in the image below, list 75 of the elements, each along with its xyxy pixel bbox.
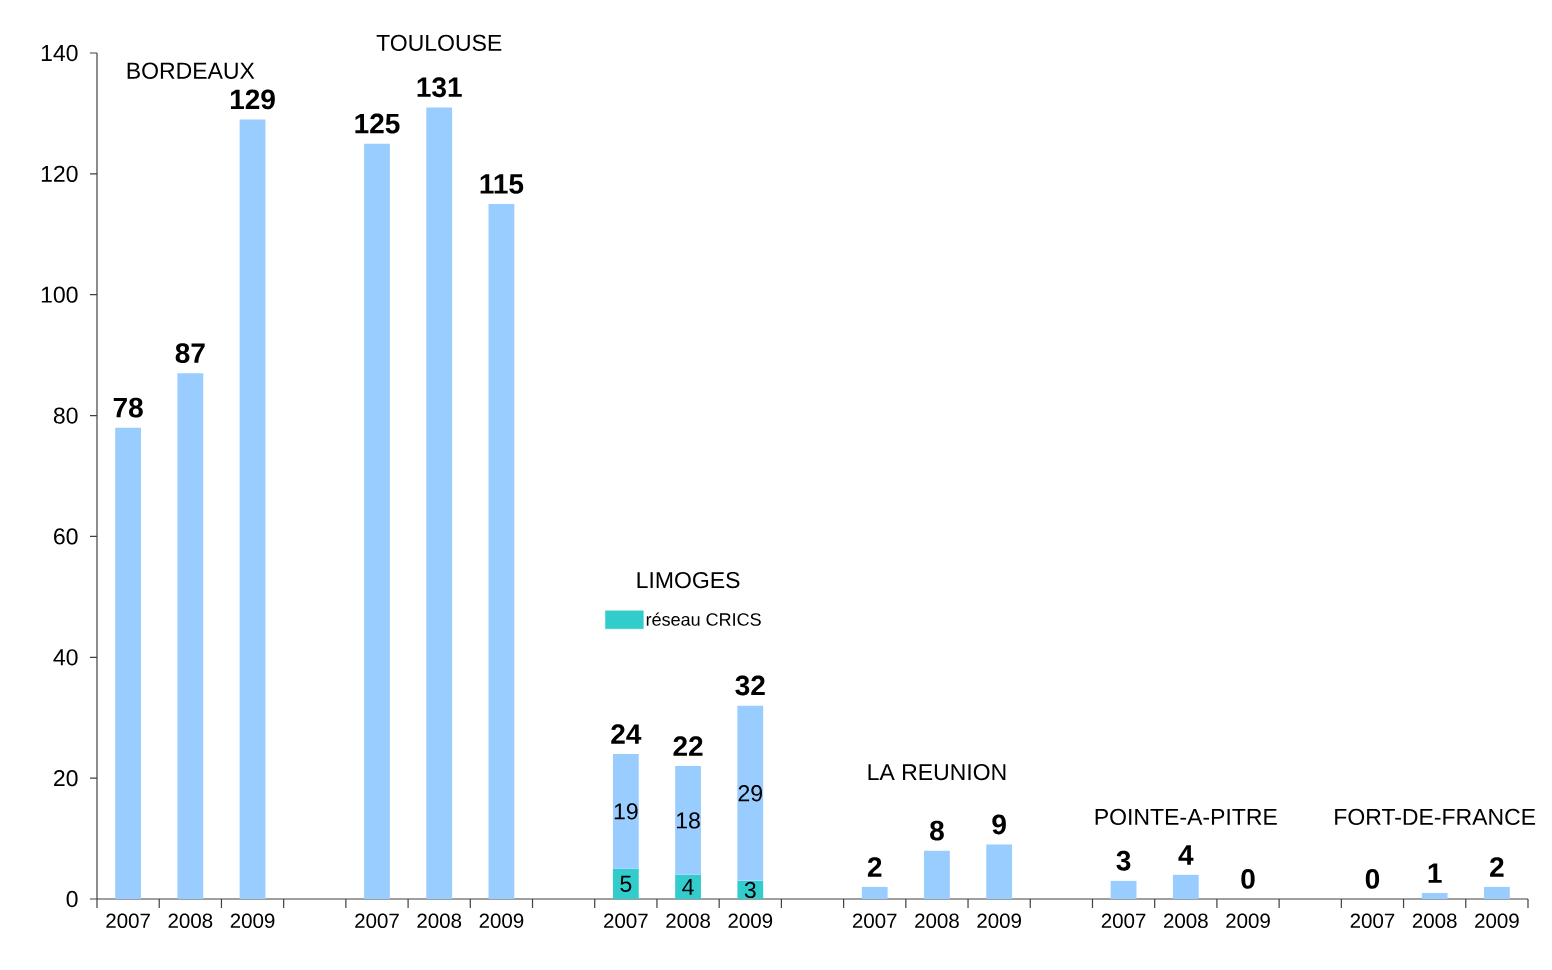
x-tick-label: 2007 xyxy=(604,913,648,929)
y-tick-label: 60 xyxy=(54,528,78,545)
legend-label: réseau CRICS xyxy=(646,612,761,626)
bar xyxy=(861,886,888,899)
text: TOULOUSE xyxy=(376,34,502,51)
bar xyxy=(986,844,1013,899)
x-tick-label: 2009 xyxy=(1475,913,1519,929)
total-label: 2 xyxy=(1490,857,1504,877)
bar xyxy=(115,427,142,899)
x-tick-label: 2009 xyxy=(479,913,524,929)
y-tick-label: 140 xyxy=(41,44,78,62)
bar xyxy=(737,705,764,881)
annotation: FORT-DE-FRANCE xyxy=(1335,808,1536,826)
bar xyxy=(1421,892,1448,899)
bar xyxy=(364,143,390,899)
total-label: 4 xyxy=(1178,845,1194,865)
y-tick-label: 80 xyxy=(53,407,78,424)
total-label: 3 xyxy=(1116,850,1131,871)
annotation: LA REUNION xyxy=(868,763,1006,781)
bar xyxy=(1483,886,1510,899)
x-tick-label: 2007 xyxy=(852,913,897,929)
bar xyxy=(426,107,453,899)
bar xyxy=(1172,874,1199,899)
data-label: 18 xyxy=(677,812,700,829)
bar xyxy=(488,204,515,899)
bar xyxy=(177,373,204,899)
annotation: POINTE-A-PITRE xyxy=(1095,808,1277,826)
total-label: 22 xyxy=(673,736,703,756)
bar xyxy=(612,868,639,899)
total-label: 0 xyxy=(1241,868,1255,889)
x-tick-label: 2008 xyxy=(666,913,710,929)
x-tick-label: 2008 xyxy=(168,913,213,929)
data-label: 3 xyxy=(744,881,756,899)
x-tick-label: 2007 xyxy=(355,913,399,929)
data-label: 19 xyxy=(614,803,638,820)
x-tick-label: 2008 xyxy=(1164,913,1208,929)
bar xyxy=(239,119,266,899)
y-tick-label: 120 xyxy=(41,165,78,182)
y-tick-label: 40 xyxy=(53,649,78,666)
x-tick-label: 2009 xyxy=(230,913,275,929)
total-label: 115 xyxy=(480,174,524,194)
x-tick-label: 2007 xyxy=(1350,913,1395,929)
total-label: 2 xyxy=(867,857,882,877)
x-tick-label: 2008 xyxy=(915,913,959,929)
x-tick-label: 2008 xyxy=(1412,913,1457,929)
data-label: 29 xyxy=(738,785,762,802)
x-tick-label: 2009 xyxy=(1226,913,1270,929)
y-tick-label: 100 xyxy=(41,286,78,303)
bar xyxy=(1110,880,1137,899)
x-tick-label: 2008 xyxy=(417,913,462,929)
x-tick-label: 2009 xyxy=(977,913,1021,929)
total-label: 24 xyxy=(611,724,642,744)
total-label: 0 xyxy=(1365,868,1380,889)
annotation: LIMOGES xyxy=(637,571,740,589)
x-tick-label: 2007 xyxy=(106,913,150,929)
data-label: 4 xyxy=(682,879,694,895)
total-label: 1 xyxy=(1428,863,1442,883)
total-label: 131 xyxy=(417,77,462,98)
data-label: 5 xyxy=(620,875,632,892)
x-tick-label: 2007 xyxy=(1101,913,1146,929)
total-label: 129 xyxy=(230,89,275,110)
bar xyxy=(675,874,701,899)
total-label: 9 xyxy=(992,814,1006,835)
total-label: 78 xyxy=(113,397,143,418)
total-label: 32 xyxy=(735,675,765,696)
x-tick-label: 2009 xyxy=(728,913,773,929)
bar xyxy=(612,753,639,869)
total-label: 125 xyxy=(355,113,400,134)
total-label: 87 xyxy=(175,343,205,364)
bar xyxy=(924,850,950,899)
total-label: 8 xyxy=(930,820,944,841)
annotation: BORDEAUX xyxy=(127,62,255,79)
bar xyxy=(675,766,701,875)
y-tick-label: 0 xyxy=(66,890,78,908)
y-tick-label: 20 xyxy=(54,770,78,787)
